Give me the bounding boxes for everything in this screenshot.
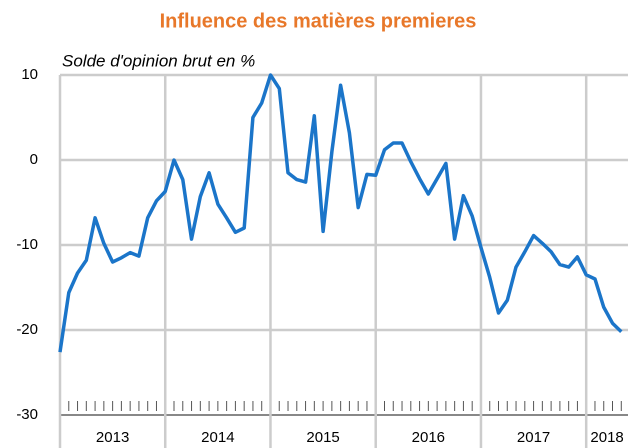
y-tick-label: -10 bbox=[16, 236, 38, 253]
y-tick-label: 0 bbox=[30, 151, 38, 168]
chart-title: Influence des matières premieres bbox=[160, 10, 477, 32]
x-tick-label: 2013 bbox=[96, 429, 129, 446]
x-tick-label: 2014 bbox=[201, 429, 234, 446]
y-tick-label: 10 bbox=[21, 66, 38, 83]
y-tick-label: -30 bbox=[16, 406, 38, 423]
x-tick-label: 2015 bbox=[306, 429, 339, 446]
data-line bbox=[58, 73, 623, 353]
chart-subtitle: Solde d'opinion brut en % bbox=[62, 51, 255, 70]
y-tick-label: -20 bbox=[16, 321, 38, 338]
x-tick-label: 2018 bbox=[590, 429, 623, 446]
x-tick-label: 2016 bbox=[412, 429, 445, 446]
x-tick-label: 2017 bbox=[517, 429, 550, 446]
